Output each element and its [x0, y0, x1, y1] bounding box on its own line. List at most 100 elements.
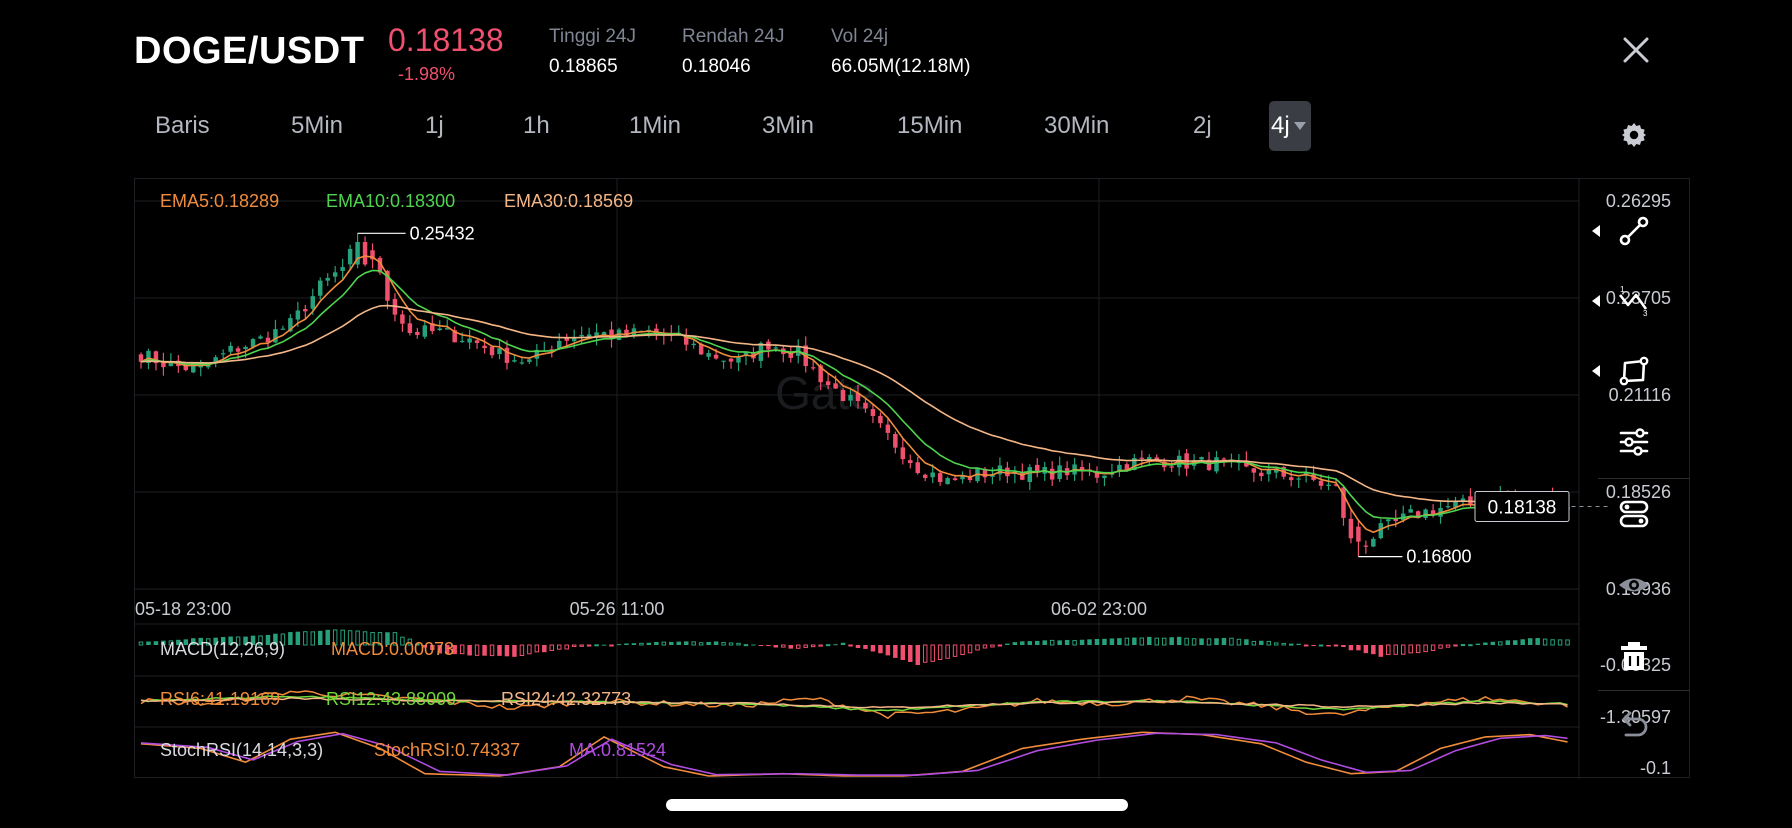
undo-icon[interactable] [1616, 708, 1652, 744]
stoch-rsi-line [140, 731, 1568, 777]
macd-histogram-bar [1124, 637, 1130, 646]
gear-icon[interactable] [1620, 121, 1648, 149]
candle [340, 258, 345, 279]
candlestick-chart[interactable]: Gate 0.262950.237050.211160.185260.15936… [135, 179, 1691, 779]
macd-histogram-bar [1266, 640, 1272, 646]
macd-histogram-bar [1214, 638, 1219, 645]
toolbar-divider [1598, 690, 1690, 691]
candle-body [1169, 466, 1174, 468]
shape-icon[interactable] [1616, 353, 1652, 389]
tab-2j[interactable]: 2j [1193, 112, 1212, 139]
candle-body [863, 402, 868, 409]
candle [930, 464, 935, 484]
pair-symbol[interactable]: DOGE/USDT [134, 30, 365, 72]
tab-4j-dropdown[interactable]: 4j [1269, 101, 1311, 151]
macd-histogram-bar [893, 645, 898, 658]
tab-1j[interactable]: 1j [425, 112, 444, 139]
candle [318, 277, 323, 300]
candle-body [355, 242, 360, 265]
macd-histogram-bar [340, 629, 345, 646]
macd-histogram-bar [1393, 644, 1398, 655]
tab-15min[interactable]: 15Min [897, 112, 963, 139]
candle [1318, 474, 1324, 490]
tool-expand-caret[interactable] [1592, 365, 1600, 377]
macd-histogram-bar [183, 639, 189, 645]
macd-histogram-bar [1259, 640, 1264, 645]
macd-histogram-bar [706, 641, 711, 645]
close-icon[interactable] [1620, 34, 1652, 66]
tool-expand-caret[interactable] [1592, 295, 1600, 307]
macd-histogram-bar [564, 644, 569, 650]
ema-legend-ema10: EMA10:0.18300 [326, 191, 455, 211]
macd-histogram-bar [900, 645, 906, 660]
macd-histogram-bar [1274, 642, 1279, 646]
macd-histogram-bar [504, 645, 510, 657]
macd-histogram-bar [1490, 641, 1496, 645]
macd-histogram-bar [1102, 638, 1107, 645]
candle-body [385, 270, 390, 301]
candle [258, 334, 263, 340]
macd-histogram-bar [1087, 639, 1092, 645]
tab-1min[interactable]: 1Min [629, 112, 682, 139]
candle-body [1341, 487, 1346, 518]
candle [661, 328, 667, 345]
candle [1296, 477, 1301, 489]
macd-histogram-bar [258, 635, 263, 646]
candle-body [1214, 457, 1219, 472]
macd-histogram-bar [855, 645, 861, 649]
layer-icon[interactable] [1616, 496, 1652, 532]
candle-body [825, 381, 831, 385]
candle-body [840, 390, 846, 402]
macd-histogram-bar [1453, 644, 1458, 647]
delete-icon[interactable] [1616, 638, 1652, 674]
macd-histogram-bar [1161, 637, 1167, 646]
candle [863, 397, 868, 413]
candle-body [1020, 472, 1025, 480]
tool-expand-caret[interactable] [1592, 225, 1600, 237]
macd-histogram-bar [631, 643, 637, 645]
candle-body [310, 296, 316, 309]
candle-body [945, 478, 950, 485]
candle-body [1288, 477, 1294, 481]
tab-30min[interactable]: 30Min [1044, 112, 1110, 139]
macd-histogram-bar [1020, 641, 1025, 645]
candle [721, 360, 726, 369]
tab-1h[interactable]: 1h [523, 112, 550, 139]
macd-histogram-bar [1206, 638, 1212, 646]
candle [415, 327, 420, 339]
tab-line[interactable]: Baris [155, 112, 210, 139]
candle-body [818, 365, 823, 383]
macd-histogram-bar [1565, 639, 1570, 646]
candle-body [698, 343, 704, 355]
macd-histogram-bar [1535, 638, 1540, 645]
candle-body [1005, 467, 1010, 477]
macd-histogram-bar [250, 635, 256, 645]
candle-body [1460, 498, 1466, 502]
candle-body [482, 345, 487, 349]
home-indicator[interactable] [666, 799, 1128, 811]
chart-area[interactable]: Gate 0.262950.237050.211160.185260.15936… [134, 178, 1691, 779]
macd-histogram-bar [1505, 640, 1511, 645]
candle-body [1296, 478, 1301, 480]
tab-5min[interactable]: 5Min [291, 112, 344, 139]
macd-histogram-bar [728, 642, 734, 646]
low-24h-label: Rendah 24J [682, 26, 785, 47]
macd-histogram-bar [1386, 644, 1391, 656]
candle-body [519, 362, 525, 364]
macd-histogram-bar [1132, 637, 1137, 645]
indicator-settings-icon[interactable] [1616, 424, 1652, 460]
candle [908, 454, 913, 469]
tab-3min[interactable]: 3Min [762, 112, 815, 139]
candle [1087, 463, 1092, 476]
trend-line-icon[interactable] [1616, 213, 1652, 249]
macd-histogram-bar [415, 643, 420, 646]
visibility-icon[interactable] [1616, 567, 1652, 603]
fibonacci-icon[interactable]: 1 3 [1616, 283, 1652, 319]
candle-body [1221, 458, 1227, 460]
macd-histogram-bar [937, 644, 943, 661]
candle-body [1117, 464, 1122, 472]
candle [1109, 463, 1115, 478]
macd-histogram-bar [407, 638, 413, 646]
macd-histogram-bar [542, 645, 547, 653]
macd-histogram-bar [437, 645, 442, 654]
